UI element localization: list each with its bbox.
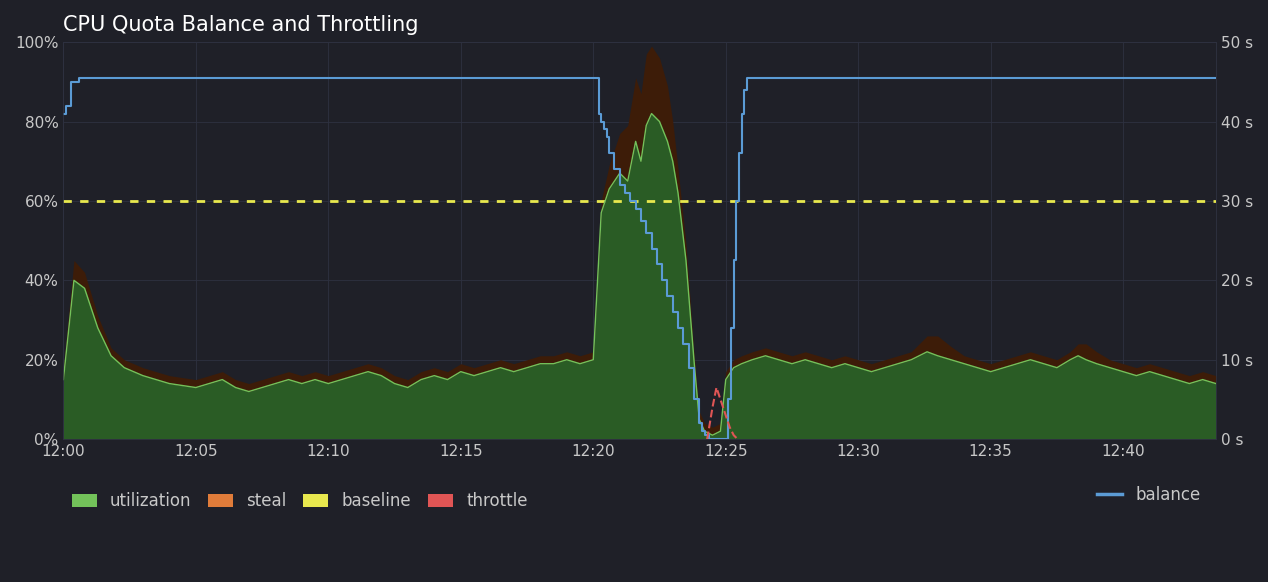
Text: CPU Quota Balance and Throttling: CPU Quota Balance and Throttling (63, 15, 418, 35)
Legend: balance: balance (1090, 479, 1207, 510)
